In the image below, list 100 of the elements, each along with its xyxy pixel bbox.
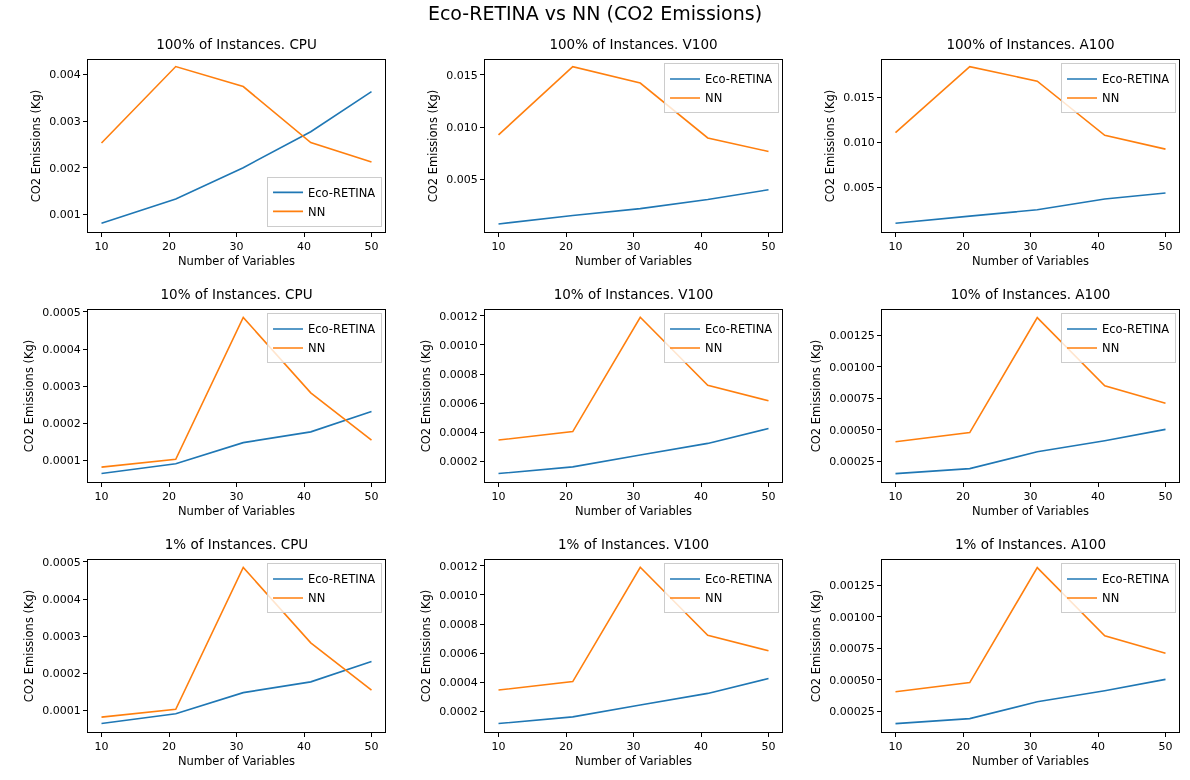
x-tick-label: 10	[94, 490, 109, 504]
y-tick-label: 0.00100	[829, 610, 875, 624]
y-tick-label: 0.00125	[829, 579, 875, 593]
x-tick-label: 20	[162, 240, 176, 254]
x-tick-label: 50	[1158, 240, 1173, 254]
x-tick-label: 10	[94, 740, 109, 754]
y-tick-label: 0.00075	[829, 392, 875, 406]
line-series	[100, 90, 373, 224]
y-tick-label: 0.0002	[42, 417, 81, 431]
legend-label: Eco-RETINA	[705, 322, 773, 337]
line-series	[497, 188, 770, 225]
x-tick-label: 30	[626, 740, 641, 754]
y-tick-label: 0.005	[446, 173, 478, 187]
y-tick-label: 0.0008	[439, 617, 478, 631]
y-tick-label: 0.0006	[439, 397, 478, 411]
y-tick-label: 0.0012	[439, 309, 478, 323]
x-tick-label: 40	[694, 240, 708, 254]
line-series	[894, 65, 1167, 150]
y-tick-label: 0.0001	[42, 454, 81, 468]
x-tick-label: 40	[694, 490, 708, 504]
line-series	[497, 427, 770, 475]
line-series	[894, 316, 1167, 443]
x-tick-label: 10	[888, 740, 903, 754]
y-tick-label: 0.0003	[42, 380, 81, 394]
legend-label: Eco-RETINA	[705, 72, 773, 87]
x-tick-label: 50	[1158, 740, 1173, 754]
x-tick-label: 10	[888, 240, 903, 254]
line-series	[894, 192, 1167, 225]
x-tick-label: 10	[491, 240, 506, 254]
y-axis-title: CO2 Emissions (Kg)	[28, 89, 43, 203]
x-axis-title: Number of Variables	[574, 753, 693, 768]
y-tick-label: 0.0004	[42, 342, 81, 356]
y-tick-label: 0.015	[843, 91, 875, 105]
y-tick-label: 0.005	[843, 181, 875, 195]
chart-title: 1% of Instances. A100	[954, 536, 1107, 553]
x-tick-label: 10	[491, 490, 506, 504]
y-tick-label: 0.0008	[439, 367, 478, 381]
y-tick-label: 0.00075	[829, 642, 875, 656]
legend-label: NN	[1102, 341, 1120, 356]
y-tick-label: 0.0010	[439, 338, 478, 352]
y-tick-label: 0.00025	[829, 455, 875, 469]
x-tick-label: 30	[1023, 740, 1038, 754]
x-tick-label: 40	[297, 240, 311, 254]
y-axis-title: CO2 Emissions (Kg)	[808, 339, 823, 453]
x-axis-title: Number of Variables	[971, 503, 1090, 518]
legend-label: Eco-RETINA	[1102, 72, 1170, 87]
legend-label: Eco-RETINA	[308, 322, 376, 337]
y-tick-label: 0.0002	[42, 667, 81, 681]
line-series	[894, 566, 1167, 693]
x-tick-label: 30	[229, 240, 244, 254]
y-axis-title: CO2 Emissions (Kg)	[822, 89, 837, 203]
y-tick-label: 0.0001	[42, 704, 81, 718]
y-tick-label: 0.0005	[42, 305, 81, 319]
legend-label: Eco-RETINA	[1102, 572, 1170, 587]
line-series	[894, 678, 1167, 725]
y-tick-label: 0.0012	[439, 559, 478, 573]
line-series	[100, 410, 373, 475]
legend-label: Eco-RETINA	[308, 185, 376, 200]
y-tick-label: 0.004	[49, 68, 81, 82]
y-tick-label: 0.0004	[42, 592, 81, 606]
line-series	[100, 65, 373, 163]
x-tick-label: 30	[229, 490, 244, 504]
y-tick-label: 0.0002	[439, 705, 478, 719]
legend-label: NN	[308, 341, 326, 356]
x-tick-label: 20	[559, 240, 573, 254]
y-tick-label: 0.010	[843, 136, 875, 150]
x-tick-label: 20	[956, 240, 970, 254]
y-axis-title: CO2 Emissions (Kg)	[418, 339, 433, 453]
x-tick-label: 30	[1023, 490, 1038, 504]
line-series	[497, 65, 770, 153]
x-tick-label: 10	[491, 740, 506, 754]
y-tick-label: 0.00125	[829, 329, 875, 343]
legend-label: NN	[705, 591, 723, 606]
line-series	[497, 566, 770, 691]
x-tick-label: 30	[626, 240, 641, 254]
x-axis-title: Number of Variables	[574, 503, 693, 518]
y-tick-label: 0.002	[49, 161, 81, 175]
y-axis-title: CO2 Emissions (Kg)	[418, 589, 433, 703]
x-tick-label: 50	[761, 740, 776, 754]
chart-title: 100% of Instances. V100	[549, 36, 718, 53]
x-tick-label: 50	[761, 490, 776, 504]
x-tick-label: 30	[626, 490, 641, 504]
line-series	[100, 316, 373, 468]
y-tick-label: 0.015	[446, 68, 478, 82]
chart-title: 10% of Instances. V100	[553, 286, 714, 303]
y-axis-title: CO2 Emissions (Kg)	[425, 89, 440, 203]
x-tick-label: 20	[162, 490, 176, 504]
legend-label: NN	[1102, 91, 1120, 106]
x-tick-label: 20	[956, 740, 970, 754]
line-series	[894, 428, 1167, 475]
line-series	[100, 660, 373, 725]
legend-label: NN	[705, 91, 723, 106]
x-tick-label: 30	[1023, 240, 1038, 254]
legend-label: NN	[1102, 591, 1120, 606]
y-tick-label: 0.003	[49, 114, 81, 128]
legend-label: NN	[308, 591, 326, 606]
chart-title: 100% of Instances. CPU	[156, 36, 317, 53]
chart-title: 100% of Instances. A100	[946, 36, 1115, 53]
x-axis-title: Number of Variables	[574, 253, 693, 268]
chart-title: 10% of Instances. CPU	[160, 286, 313, 303]
